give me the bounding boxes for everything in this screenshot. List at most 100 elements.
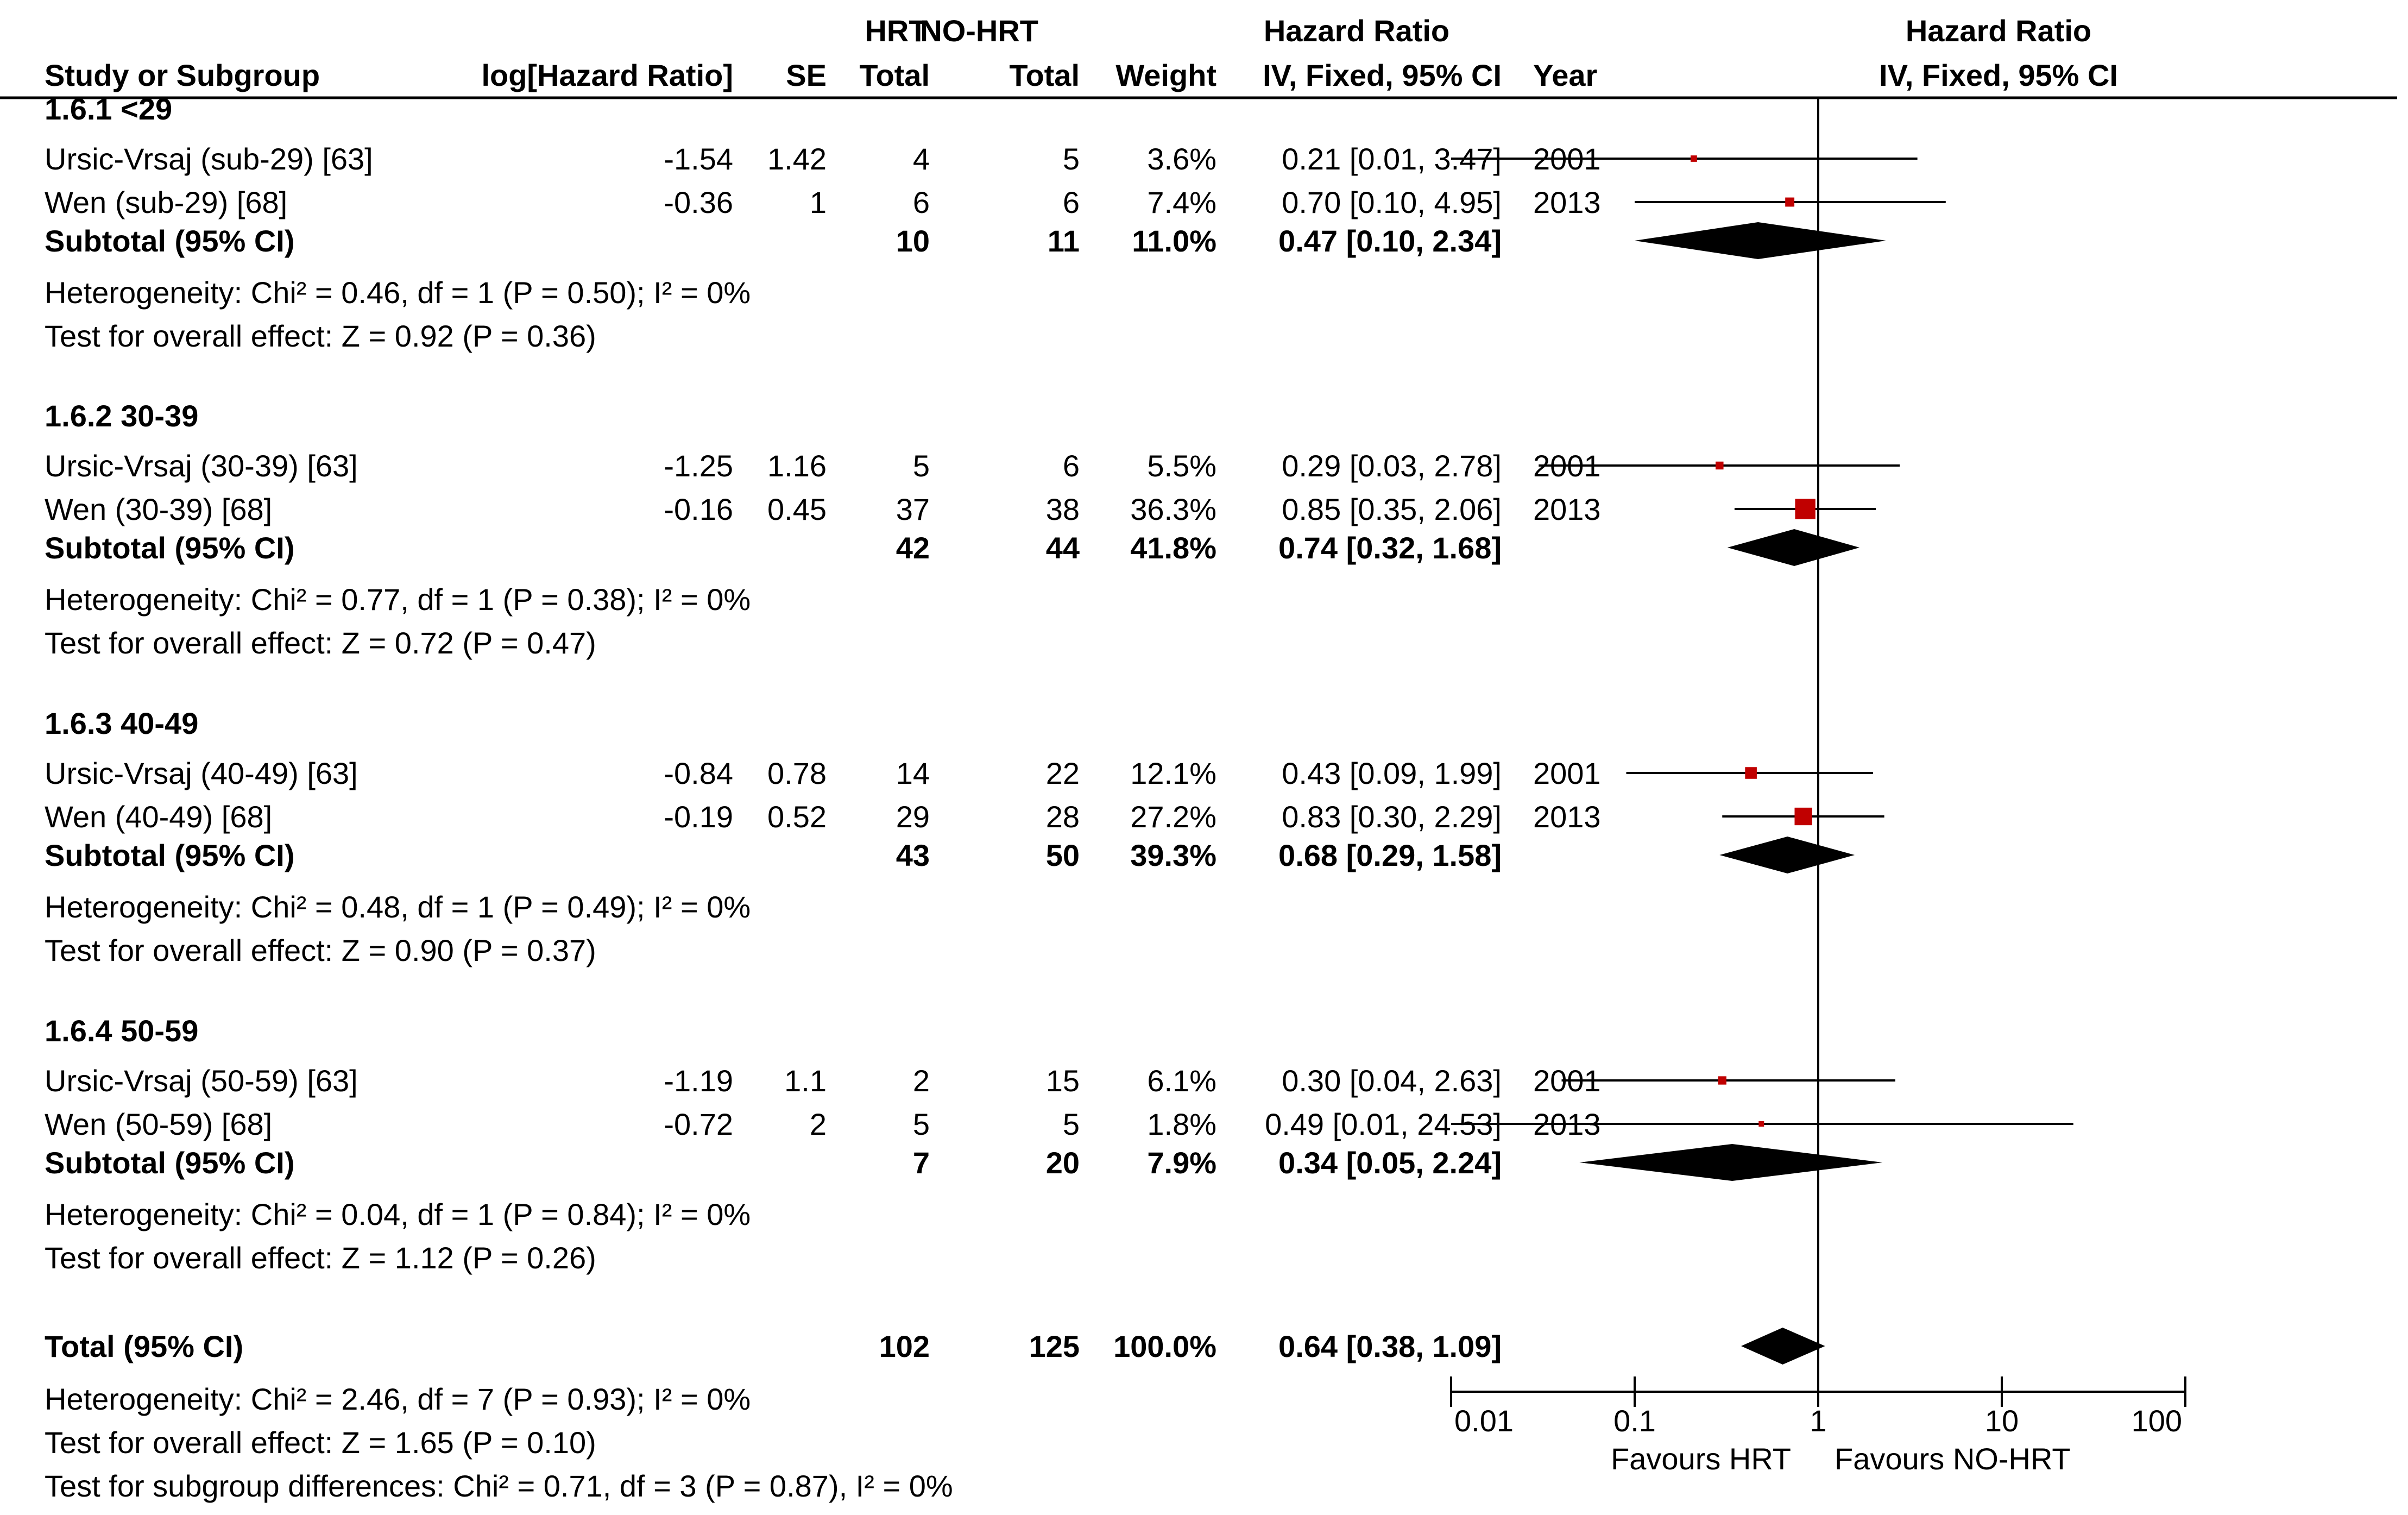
study-hrt-total: 37: [896, 492, 930, 526]
heterogeneity-text: Heterogeneity: Chi² = 0.48, df = 1 (P = …: [45, 890, 751, 924]
subtotal-hr-ci: 0.74 [0.32, 1.68]: [1278, 531, 1502, 565]
subtotal-label: Subtotal (95% CI): [45, 838, 294, 872]
overall-effect-text: Test for overall effect: Z = 0.92 (P = 0…: [45, 319, 596, 353]
study-se: 0.78: [767, 756, 827, 790]
total-overall-effect-text: Test for overall effect: Z = 1.65 (P = 0…: [45, 1425, 596, 1460]
se-header: SE: [786, 58, 827, 92]
study-name: Ursic-Vrsaj (50-59) [63]: [45, 1064, 358, 1098]
study-loghr: -0.19: [664, 800, 733, 834]
subtotal-weight: 41.8%: [1130, 531, 1216, 565]
study-hr-ci: 0.70 [0.10, 4.95]: [1282, 185, 1502, 219]
study-header: Study or Subgroup: [45, 58, 320, 92]
study-se: 0.45: [767, 492, 827, 526]
total-hrt: 102: [879, 1329, 930, 1363]
overall-effect-text: Test for overall effect: Z = 1.12 (P = 0…: [45, 1241, 596, 1275]
study-loghr: -0.72: [664, 1107, 733, 1141]
subtotal-diamond: [1635, 222, 1886, 259]
subtotal-weight: 11.0%: [1132, 224, 1216, 258]
study-square: [1794, 807, 1812, 826]
heterogeneity-text: Heterogeneity: Chi² = 0.46, df = 1 (P = …: [45, 275, 751, 310]
study-year: 2013: [1533, 492, 1601, 526]
subtotal-diamond: [1719, 837, 1855, 873]
x-tick-label: 0.1: [1613, 1404, 1656, 1438]
x-tick-label: 100: [2132, 1404, 2182, 1438]
study-square: [1758, 1121, 1764, 1127]
study-year: 2013: [1533, 800, 1601, 834]
weight-header: Weight: [1115, 58, 1216, 92]
study-hrt-total: 5: [913, 1107, 930, 1141]
study-se: 1.42: [767, 142, 827, 176]
study-hrt-total: 14: [896, 756, 930, 790]
study-loghr: -0.16: [664, 492, 733, 526]
heterogeneity-text: Heterogeneity: Chi² = 0.77, df = 1 (P = …: [45, 582, 751, 617]
total-hr-ci: 0.64 [0.38, 1.09]: [1278, 1329, 1502, 1363]
study-nohrt-total: 5: [1063, 142, 1080, 176]
subtotal-diamond: [1579, 1144, 1883, 1181]
total-nohrt: 125: [1029, 1329, 1080, 1363]
study-hr-ci: 0.43 [0.09, 1.99]: [1282, 756, 1502, 790]
study-square: [1785, 197, 1795, 207]
study-hr-ci: 0.83 [0.30, 2.29]: [1282, 800, 1502, 834]
table-header: HRT NO-HRT Hazard Ratio Hazard Ratio Stu…: [45, 14, 2118, 92]
subgroup-label: 1.6.1 <29: [45, 92, 172, 126]
nohrt-header-top: NO-HRT: [920, 14, 1038, 48]
plot-area: 0.01 0.1 1 10 100 Favours HRT Favours NO-HRT: [1450, 98, 2186, 1476]
favours-right-label: Favours NO-HRT: [1835, 1442, 2071, 1476]
subgroup-differences-text: Test for subgroup differences: Chi² = 0.…: [45, 1469, 953, 1503]
subtotal-diamond: [1727, 529, 1860, 566]
subtotal-label: Subtotal (95% CI): [45, 531, 294, 565]
study-year: 2001: [1533, 756, 1601, 790]
study-loghr: -0.36: [664, 185, 733, 219]
total-label: Total (95% CI): [45, 1329, 243, 1363]
study-weight: 36.3%: [1130, 492, 1216, 526]
subtotal-label: Subtotal (95% CI): [45, 224, 294, 258]
study-hrt-total: 2: [913, 1064, 930, 1098]
subgroup-label: 1.6.3 40-49: [45, 706, 198, 740]
table-rows: 1.6.1 <29 Ursic-Vrsaj (sub-29) [63] -1.54 1…: [45, 92, 1601, 1503]
study-weight: 27.2%: [1130, 800, 1216, 834]
subtotal-hr-ci: 0.47 [0.10, 2.34]: [1278, 224, 1502, 258]
hr-header-bottom: IV, Fixed, 95% CI: [1263, 58, 1502, 92]
study-name: Wen (30-39) [68]: [45, 492, 272, 526]
study-hr-ci: 0.30 [0.04, 2.63]: [1282, 1064, 1502, 1098]
plot-header-bottom: IV, Fixed, 95% CI: [1879, 58, 2118, 92]
nohrt-header-bottom: Total: [1009, 58, 1080, 92]
overall-effect-text: Test for overall effect: Z = 0.90 (P = 0…: [45, 933, 596, 967]
subtotal-nohrt-total: 50: [1046, 838, 1080, 872]
year-header: Year: [1533, 58, 1597, 92]
study-nohrt-total: 5: [1063, 1107, 1080, 1141]
study-loghr: -1.54: [664, 142, 733, 176]
study-name: Ursic-Vrsaj (40-49) [63]: [45, 756, 358, 790]
study-nohrt-total: 28: [1046, 800, 1080, 834]
study-name: Ursic-Vrsaj (sub-29) [63]: [45, 142, 373, 176]
subgroup-label: 1.6.2 30-39: [45, 399, 198, 433]
study-hrt-total: 29: [896, 800, 930, 834]
subtotal-hrt-total: 10: [896, 224, 930, 258]
study-hr-ci: 0.29 [0.03, 2.78]: [1282, 449, 1502, 483]
study-year: 2013: [1533, 185, 1601, 219]
subgroup-label: 1.6.4 50-59: [45, 1014, 198, 1048]
study-nohrt-total: 6: [1063, 449, 1080, 483]
heterogeneity-text: Heterogeneity: Chi² = 0.04, df = 1 (P = …: [45, 1197, 751, 1231]
study-square: [1691, 155, 1697, 162]
overall-effect-text: Test for overall effect: Z = 0.72 (P = 0…: [45, 626, 596, 660]
plot-header-top: Hazard Ratio: [1906, 14, 2091, 48]
study-loghr: -1.19: [664, 1064, 733, 1098]
study-square: [1795, 499, 1816, 519]
hrt-header-bottom: Total: [859, 58, 930, 92]
subtotal-nohrt-total: 11: [1048, 224, 1080, 258]
study-weight: 12.1%: [1130, 756, 1216, 790]
study-weight: 6.1%: [1147, 1064, 1216, 1098]
total-weight: 100.0%: [1113, 1329, 1216, 1363]
subtotal-hrt-total: 43: [896, 838, 930, 872]
subtotal-hr-ci: 0.68 [0.29, 1.58]: [1278, 838, 1502, 872]
study-se: 1: [810, 185, 827, 219]
study-weight: 5.5%: [1147, 449, 1216, 483]
study-se: 2: [810, 1107, 827, 1141]
study-weight: 1.8%: [1147, 1107, 1216, 1141]
study-se: 0.52: [767, 800, 827, 834]
study-name: Ursic-Vrsaj (30-39) [63]: [45, 449, 358, 483]
study-name: Wen (sub-29) [68]: [45, 185, 287, 219]
study-square: [1745, 767, 1757, 779]
